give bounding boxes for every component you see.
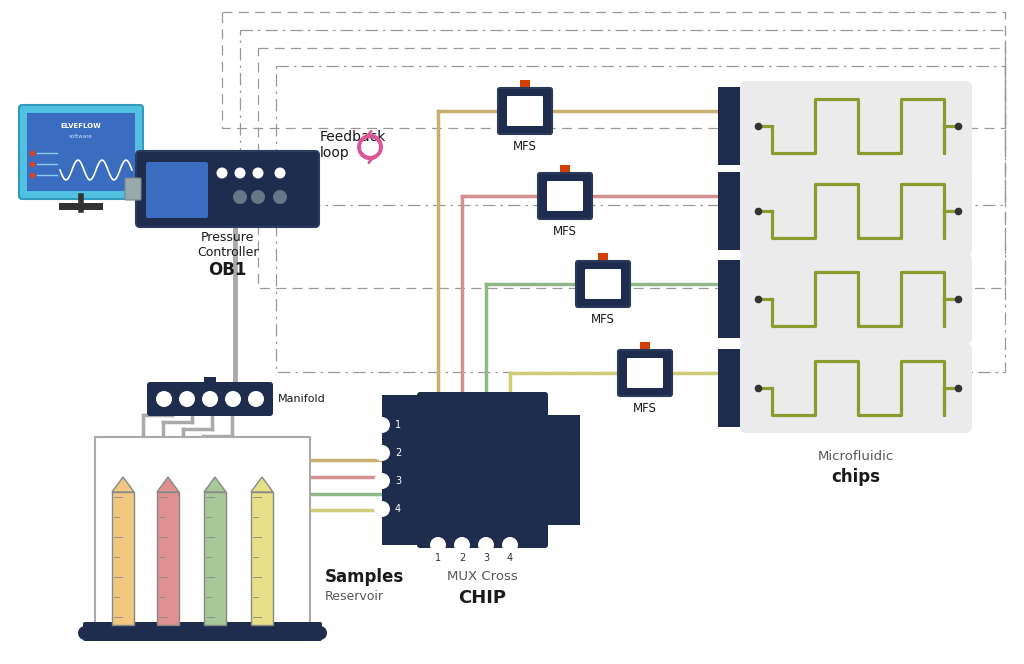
- FancyBboxPatch shape: [740, 81, 972, 171]
- FancyBboxPatch shape: [740, 343, 972, 433]
- FancyBboxPatch shape: [547, 181, 583, 211]
- FancyBboxPatch shape: [538, 173, 592, 219]
- Text: 1: 1: [395, 420, 401, 430]
- Text: 1: 1: [435, 553, 441, 563]
- Text: ELVEFLOW: ELVEFLOW: [60, 123, 101, 129]
- Circle shape: [273, 190, 287, 204]
- Bar: [27, 113, 135, 191]
- FancyBboxPatch shape: [147, 382, 273, 416]
- Ellipse shape: [156, 391, 172, 407]
- Ellipse shape: [202, 391, 218, 407]
- Text: MFS: MFS: [633, 402, 657, 414]
- Circle shape: [502, 537, 518, 553]
- FancyBboxPatch shape: [125, 178, 141, 200]
- Bar: [545, 415, 580, 525]
- Ellipse shape: [225, 391, 241, 407]
- Text: software: software: [70, 133, 93, 139]
- Ellipse shape: [179, 391, 195, 407]
- Polygon shape: [112, 477, 134, 492]
- Circle shape: [374, 445, 390, 461]
- Text: MFS: MFS: [513, 139, 537, 153]
- Bar: [204, 492, 226, 625]
- Text: 3: 3: [395, 476, 401, 486]
- FancyBboxPatch shape: [618, 350, 672, 396]
- Circle shape: [234, 167, 246, 179]
- Circle shape: [274, 167, 286, 179]
- Circle shape: [430, 537, 446, 553]
- FancyBboxPatch shape: [146, 162, 208, 218]
- FancyBboxPatch shape: [19, 105, 143, 199]
- Bar: [718, 260, 746, 338]
- Text: MFS: MFS: [591, 313, 615, 325]
- Polygon shape: [251, 477, 273, 492]
- Text: Manifold: Manifold: [278, 394, 326, 404]
- Text: Microfluidic: Microfluidic: [818, 450, 894, 463]
- FancyBboxPatch shape: [136, 151, 319, 227]
- FancyBboxPatch shape: [627, 358, 663, 388]
- Text: CHIP: CHIP: [459, 589, 507, 607]
- Polygon shape: [157, 477, 179, 492]
- Ellipse shape: [248, 391, 264, 407]
- Text: OB1: OB1: [208, 261, 247, 279]
- Text: 2: 2: [459, 553, 465, 563]
- Bar: [95, 437, 310, 627]
- Bar: [382, 395, 420, 545]
- Text: MFS: MFS: [553, 224, 577, 238]
- Bar: [251, 492, 273, 625]
- Circle shape: [251, 190, 265, 204]
- Text: chips: chips: [831, 468, 881, 486]
- FancyBboxPatch shape: [585, 269, 621, 299]
- Circle shape: [313, 626, 327, 640]
- Bar: [718, 349, 746, 427]
- Bar: [112, 492, 134, 625]
- Circle shape: [478, 537, 494, 553]
- Text: Reservoir: Reservoir: [325, 590, 384, 604]
- Text: 2: 2: [395, 448, 401, 458]
- FancyBboxPatch shape: [498, 88, 552, 134]
- FancyBboxPatch shape: [740, 166, 972, 256]
- Text: 4: 4: [507, 553, 513, 563]
- FancyBboxPatch shape: [83, 622, 322, 641]
- FancyBboxPatch shape: [507, 96, 543, 126]
- Bar: [718, 87, 746, 165]
- Circle shape: [374, 473, 390, 489]
- Polygon shape: [204, 477, 226, 492]
- Circle shape: [454, 537, 470, 553]
- Text: Feedback
loop: Feedback loop: [321, 130, 386, 160]
- FancyBboxPatch shape: [575, 261, 630, 307]
- Circle shape: [78, 626, 92, 640]
- Bar: [598, 253, 608, 263]
- Circle shape: [216, 167, 227, 179]
- Bar: [157, 492, 179, 625]
- Bar: [204, 377, 216, 385]
- Text: Pressure
Controller: Pressure Controller: [197, 231, 258, 259]
- Text: MUX Cross: MUX Cross: [447, 570, 518, 584]
- Text: 4: 4: [395, 504, 401, 514]
- Circle shape: [253, 167, 263, 179]
- Bar: [560, 165, 570, 175]
- Circle shape: [374, 501, 390, 517]
- Circle shape: [374, 417, 390, 433]
- FancyBboxPatch shape: [740, 254, 972, 344]
- Text: 3: 3: [483, 553, 489, 563]
- Bar: [520, 80, 530, 90]
- Bar: [59, 203, 103, 210]
- Text: Samples: Samples: [325, 568, 404, 586]
- Bar: [718, 172, 746, 250]
- FancyBboxPatch shape: [417, 392, 548, 548]
- Bar: [640, 342, 650, 352]
- Circle shape: [233, 190, 247, 204]
